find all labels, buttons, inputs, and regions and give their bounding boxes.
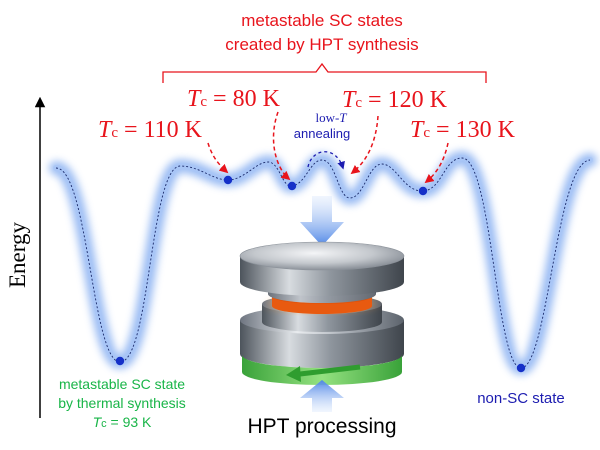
arrow-80k [272,111,291,181]
tc-label-80k: Tc = 80 K [187,86,281,112]
energy-landscape-curve [49,150,597,376]
state-dot-non-sc [516,363,526,373]
tc-label-130k: Tc = 130 K [410,117,516,143]
energy-axis-label: Energy [5,222,30,289]
rotation-arrow-icon [299,364,361,377]
state-dot-80k [287,181,297,191]
state-dot-thermal [115,356,125,366]
thermal-tc: Tc = 93 K [93,414,152,430]
annealing-line-2: annealing [294,126,350,141]
title-line-1: metastable SC states [241,11,403,30]
tc-label-120k: Tc = 120 K [342,87,448,113]
thermal-line-1: metastable SC state [59,376,185,392]
annealing-arrow [307,151,345,170]
arrow-110k [207,142,229,174]
thermal-line-2: by thermal synthesis [58,395,186,411]
hpt-press-icon [239,196,405,412]
title-line-2: created by HPT synthesis [225,35,418,54]
annealing-line-1: low-T [315,110,347,125]
non-sc-label: non-SC state [477,390,565,407]
state-dot-110k [223,175,233,185]
states-bracket [162,62,487,83]
state-dot-130k [418,186,428,196]
hpt-label: HPT processing [247,415,396,438]
arrow-120k [350,115,379,175]
tc-label-110k: Tc = 110 K [98,117,203,143]
arrow-130k [424,142,449,184]
